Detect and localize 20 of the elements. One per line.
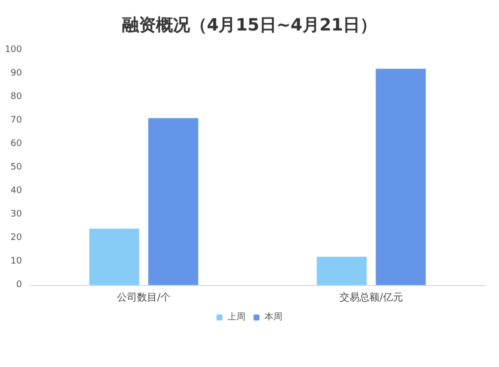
x-tick-label: 公司数目/个 [117, 292, 170, 304]
chart-title: 融资概况（4月15日~4月21日） [122, 16, 378, 36]
y-tick-label: 80 [10, 92, 22, 102]
y-tick-label: 40 [10, 186, 22, 196]
x-tick-label: 交易总额/亿元 [340, 292, 403, 304]
y-tick-label: 50 [10, 162, 22, 172]
legend-label: 本周 [264, 312, 282, 322]
y-tick-label: 60 [10, 139, 22, 149]
bar [148, 118, 198, 285]
legend-label: 上周 [228, 312, 246, 322]
y-tick-label: 20 [10, 233, 22, 243]
y-tick-label: 0 [16, 280, 22, 290]
y-tick-label: 30 [10, 210, 22, 220]
y-tick-label: 100 [4, 45, 22, 55]
bar [376, 68, 426, 285]
y-tick-label: 70 [10, 116, 22, 126]
y-tick-label: 90 [10, 68, 22, 78]
bar [89, 228, 140, 285]
y-tick-label: 10 [10, 256, 22, 266]
bar [316, 256, 367, 285]
